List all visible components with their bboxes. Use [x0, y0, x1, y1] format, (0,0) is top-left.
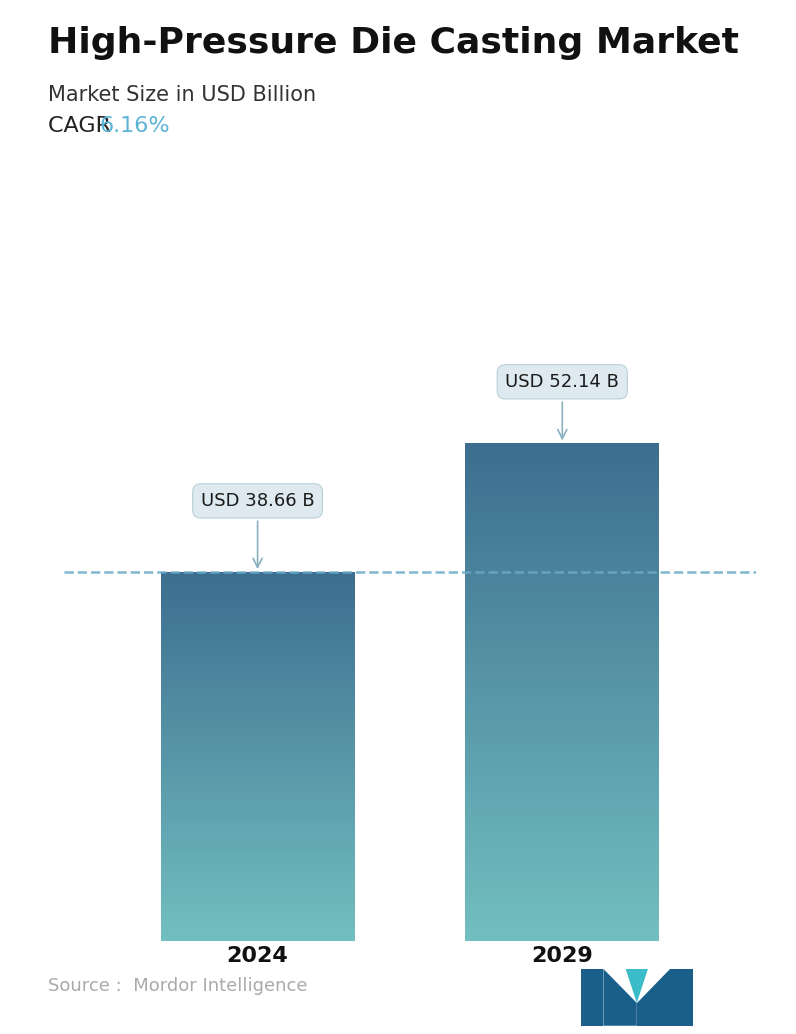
Polygon shape — [603, 969, 637, 1026]
Polygon shape — [670, 969, 693, 1026]
Text: CAGR: CAGR — [48, 116, 125, 135]
Text: Market Size in USD Billion: Market Size in USD Billion — [48, 85, 316, 104]
Text: USD 38.66 B: USD 38.66 B — [201, 492, 314, 568]
Polygon shape — [581, 969, 603, 1026]
Polygon shape — [637, 969, 670, 1026]
Polygon shape — [626, 969, 648, 1003]
Text: 6.16%: 6.16% — [100, 116, 170, 135]
Text: High-Pressure Die Casting Market: High-Pressure Die Casting Market — [48, 26, 739, 60]
Text: Source :  Mordor Intelligence: Source : Mordor Intelligence — [48, 977, 307, 995]
Text: USD 52.14 B: USD 52.14 B — [505, 373, 619, 438]
